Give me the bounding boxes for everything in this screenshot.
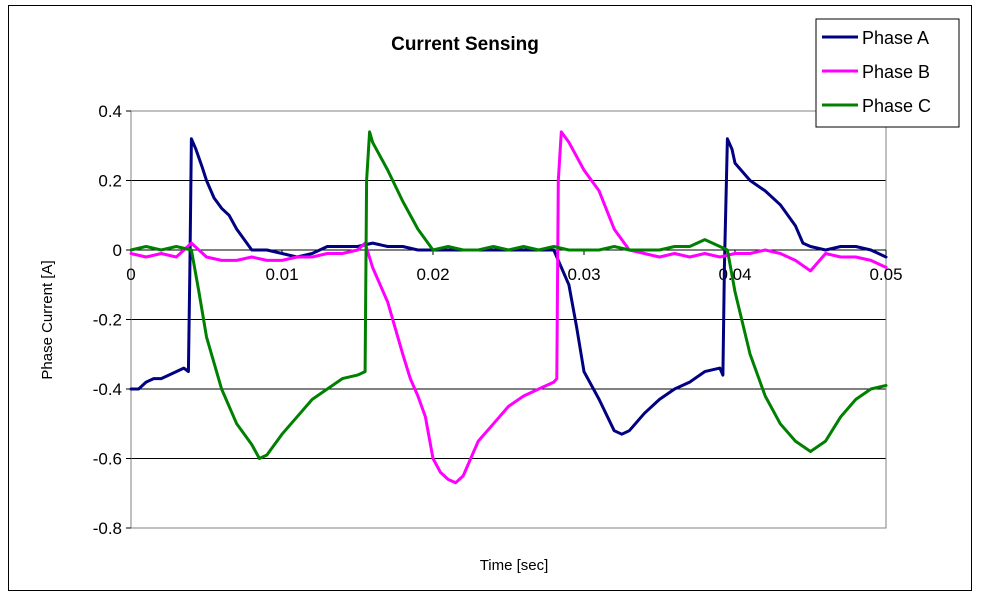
legend-label: Phase A bbox=[862, 28, 929, 48]
series-line-phase-a bbox=[129, 137, 888, 436]
legend-label: Phase C bbox=[862, 96, 931, 116]
y-tick-label: -0.4 bbox=[93, 380, 122, 399]
x-tick-label: 0.02 bbox=[416, 265, 449, 284]
legend: Phase A Phase B Phase C bbox=[815, 18, 960, 128]
chart-title: Current Sensing bbox=[391, 34, 539, 55]
y-tick-label: -0.2 bbox=[93, 311, 122, 330]
x-tick-label: 0 bbox=[126, 265, 135, 284]
y-tick-label: 0.2 bbox=[98, 172, 122, 191]
gridlines bbox=[131, 110, 886, 529]
x-tick-label: 0.05 bbox=[869, 265, 902, 284]
chart-frame bbox=[8, 5, 972, 591]
series-line-phase-c bbox=[129, 130, 888, 460]
x-axis-label: Time [sec] bbox=[480, 557, 549, 574]
y-tick-label: 0.4 bbox=[98, 102, 122, 121]
series-line-phase-b bbox=[129, 130, 888, 485]
y-tick-label: -0.6 bbox=[93, 450, 122, 469]
x-tick-label: 0.01 bbox=[265, 265, 298, 284]
y-tick-label: -0.8 bbox=[93, 519, 122, 538]
legend-label: Phase B bbox=[862, 62, 930, 82]
series-lines bbox=[129, 130, 888, 485]
y-tick-label: 0 bbox=[113, 241, 122, 260]
y-axis-label: Phase Current [A] bbox=[39, 260, 56, 379]
x-tick-label: 0.04 bbox=[718, 265, 751, 284]
x-tick-label: 0.03 bbox=[567, 265, 600, 284]
